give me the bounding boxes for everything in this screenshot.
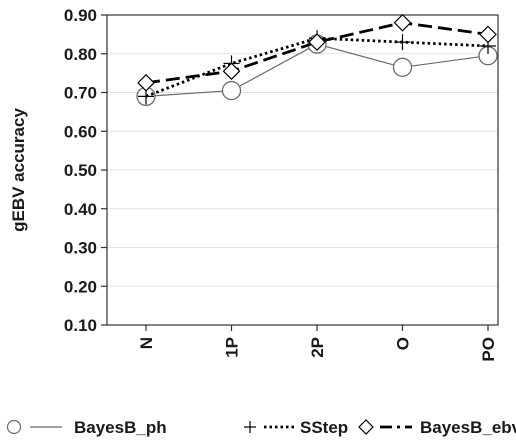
- legend-label: SStep: [300, 418, 348, 437]
- x-tick-label: PO: [479, 337, 498, 362]
- y-tick-label: 0.70: [64, 84, 97, 103]
- data-point: [479, 25, 497, 44]
- y-tick-label: 0.50: [64, 161, 97, 180]
- data-point: [137, 73, 155, 92]
- y-tick-label: 0.20: [64, 277, 97, 296]
- y-tick-label: 0.30: [64, 239, 97, 258]
- x-axis: N 1P 2P O PO: [137, 325, 498, 362]
- y-axis-title: gEBV accuracy: [9, 108, 28, 232]
- legend: BayesB_ph SStep BayesB_ebv: [6, 418, 516, 437]
- legend-item: BayesB_ph: [6, 418, 167, 437]
- x-tick-label: N: [137, 337, 156, 349]
- y-tick-label: 0.10: [64, 316, 97, 335]
- data-point: [394, 34, 411, 51]
- legend-item: SStep: [244, 418, 348, 437]
- y-axis: 0.10 0.20 0.30 0.40 0.50 0.60 0.70 0.80 0.90: [64, 6, 107, 335]
- legend-label: BayesB_ebv: [420, 418, 516, 437]
- series-BayesB_ebv: [137, 13, 497, 92]
- series-line: [145, 21, 489, 85]
- legend-marker: [6, 419, 22, 435]
- legend-item: BayesB_ebv: [358, 418, 516, 437]
- x-tick-label: 2P: [308, 337, 327, 358]
- legend-label: BayesB_ph: [74, 418, 167, 437]
- data-point: [308, 33, 326, 51]
- legend-marker: [358, 419, 374, 435]
- series-layer: [136, 13, 498, 107]
- data-point: [392, 57, 413, 77]
- y-tick-label: 0.60: [64, 122, 97, 141]
- grid: [107, 53, 498, 287]
- x-tick-label: O: [394, 337, 413, 350]
- data-point: [222, 62, 241, 81]
- data-point: [393, 13, 412, 32]
- x-tick-label: 1P: [223, 337, 242, 358]
- y-tick-label: 0.40: [64, 200, 97, 219]
- y-tick-label: 0.90: [64, 6, 97, 25]
- y-tick-label: 0.80: [64, 45, 97, 64]
- data-point: [221, 80, 242, 101]
- series-line: [145, 36, 489, 98]
